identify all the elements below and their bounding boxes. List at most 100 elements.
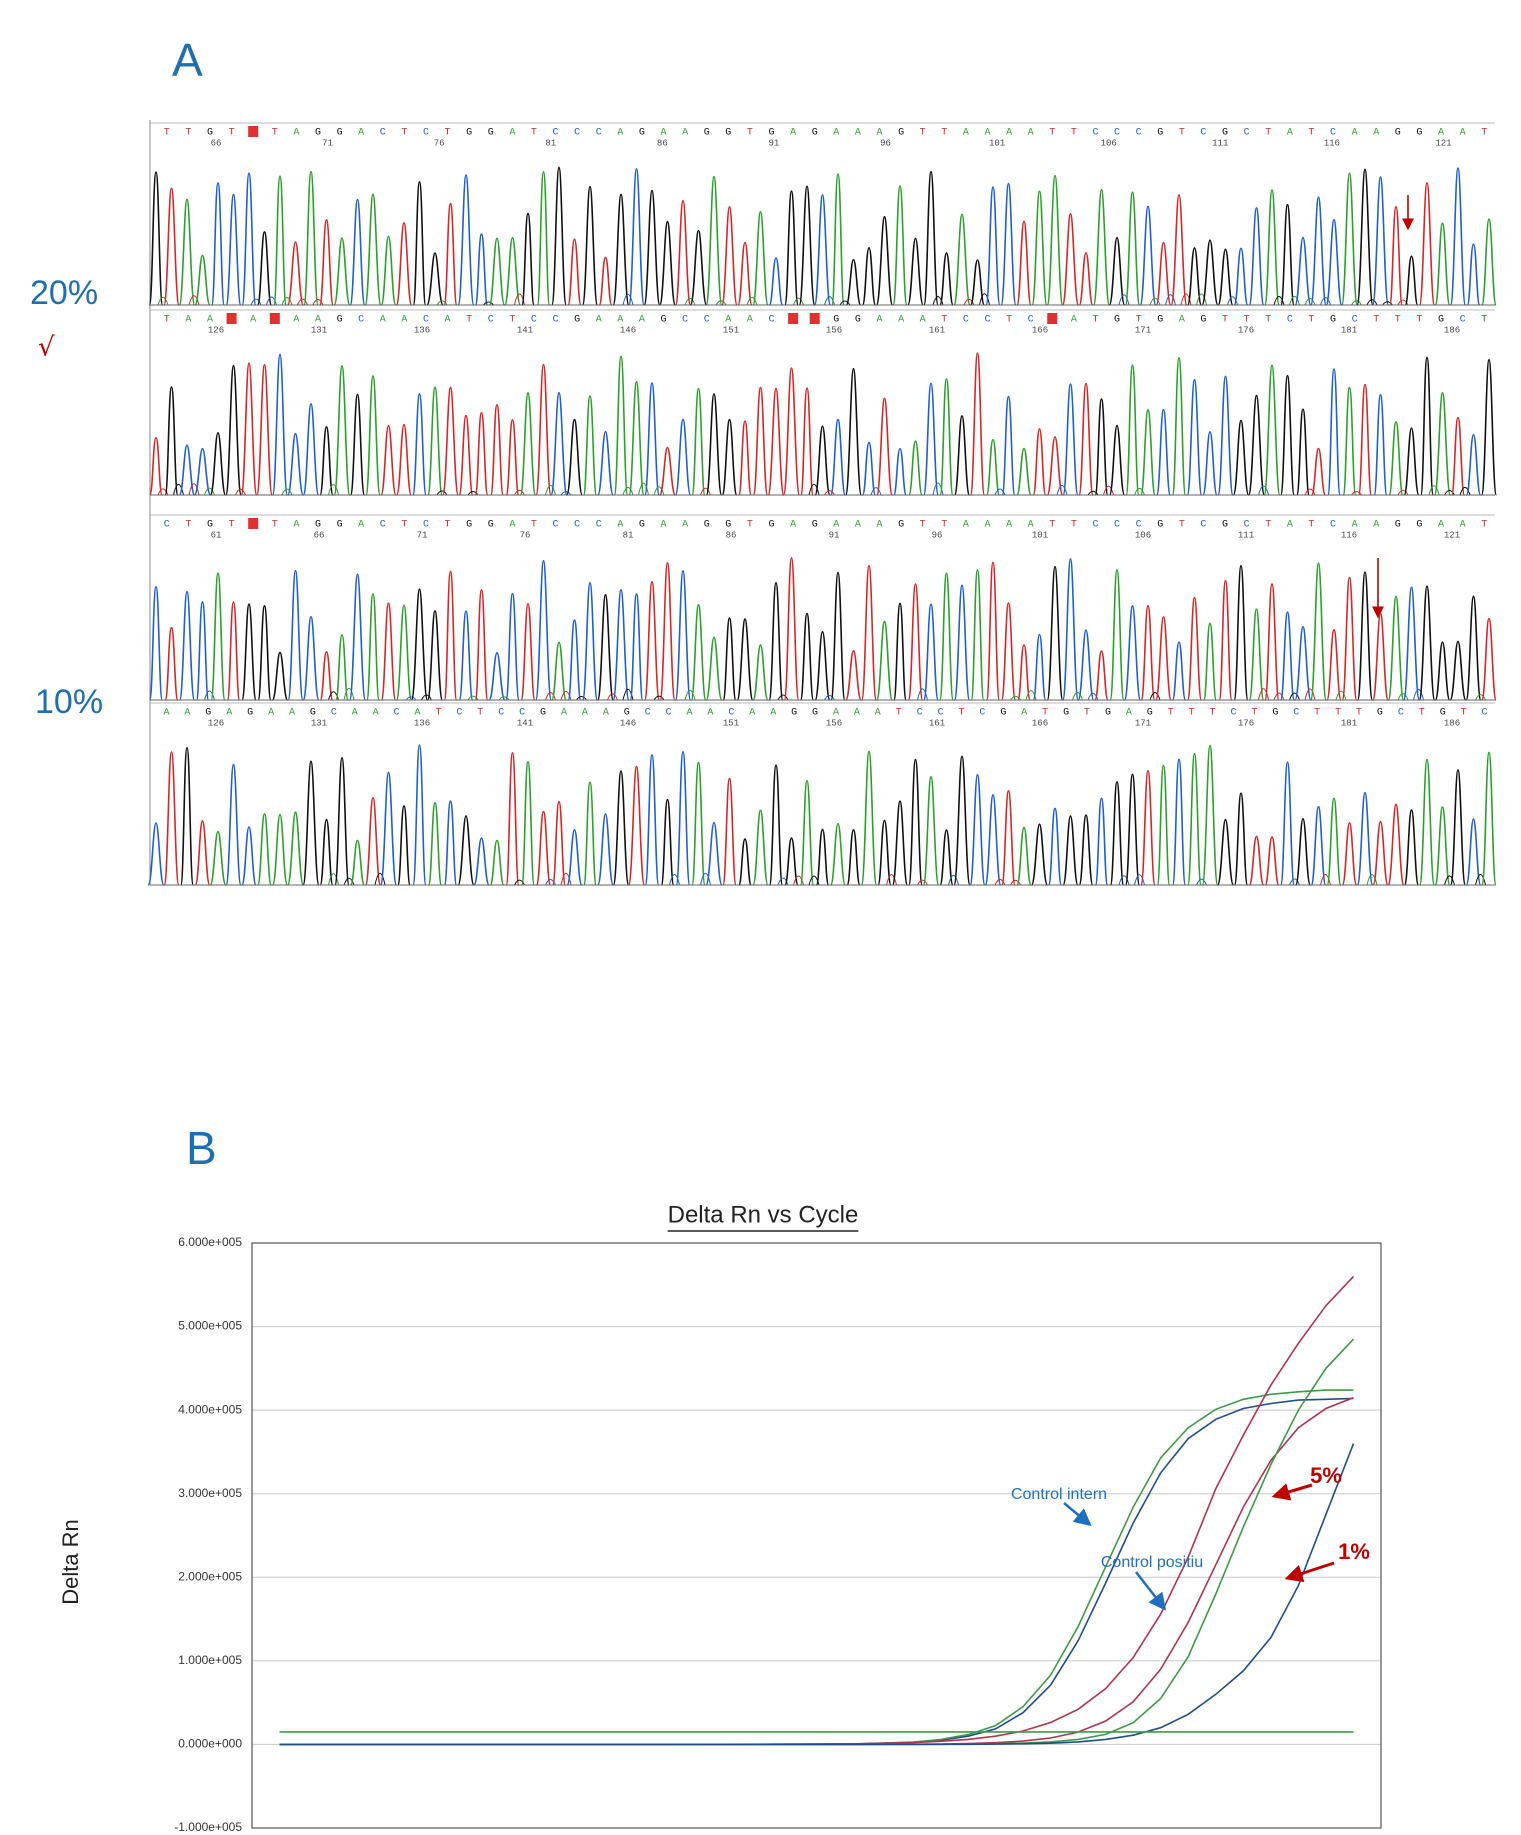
base: G (205, 708, 211, 719)
trace-peak (1249, 609, 1263, 700)
trace-peak (272, 652, 287, 700)
base: C (938, 708, 944, 719)
trace-peak (738, 243, 752, 305)
trace-peak (537, 812, 551, 885)
trace-peak (815, 195, 831, 305)
base: A (445, 315, 451, 326)
base: T (1222, 315, 1228, 326)
trace-peak (303, 761, 319, 885)
position: 126 (208, 325, 224, 335)
trace-peak (970, 775, 985, 885)
trace-peak (986, 187, 1000, 305)
trace-peak (909, 760, 922, 885)
trace-peak (1203, 432, 1217, 495)
base: T (1049, 128, 1055, 139)
base: A (1028, 520, 1034, 531)
base: T (435, 708, 441, 719)
base: A (876, 520, 882, 531)
trace-peak (706, 637, 722, 700)
base: A (561, 708, 567, 719)
trace-peak (877, 398, 892, 495)
base: C (456, 708, 462, 719)
trace-peak (1466, 819, 1480, 885)
base: A (509, 520, 515, 531)
base: C (1136, 128, 1142, 139)
trace-peak (676, 201, 691, 305)
base: A (289, 708, 295, 719)
plot: -1.000e+0050.000e+0001.000e+0052.000e+00… (174, 1235, 1381, 1834)
trace-peak (195, 255, 210, 305)
position: 66 (314, 530, 325, 540)
base: T (1308, 315, 1314, 326)
trace-peak (846, 651, 861, 700)
trace-peak (1140, 206, 1155, 305)
trace-peak (491, 405, 503, 495)
position: 181 (1341, 718, 1357, 728)
base: G (661, 315, 667, 326)
row-label: 10% (35, 683, 103, 721)
trace-peak (954, 214, 970, 305)
trace-peak (645, 582, 660, 700)
trace-peak (924, 172, 938, 305)
base: G (310, 708, 316, 719)
series-line (280, 1444, 1354, 1745)
trace-peak (1404, 428, 1418, 495)
base: A (687, 708, 693, 719)
trace-peak (1359, 385, 1372, 495)
base: C (498, 708, 504, 719)
trace-peak (987, 562, 1000, 700)
base: G (812, 708, 818, 719)
trace-peak (520, 393, 535, 495)
trace-peak (1218, 820, 1234, 885)
base: A (315, 315, 321, 326)
base: T (1049, 520, 1055, 531)
trace-peak (1095, 798, 1107, 885)
base: T (747, 520, 753, 531)
trace-peak (288, 812, 304, 885)
trace-peak (320, 652, 332, 700)
position: 166 (1032, 718, 1048, 728)
base: G (769, 128, 775, 139)
base: T (401, 520, 407, 531)
base: G (1147, 708, 1153, 719)
position: 136 (414, 718, 430, 728)
position: 81 (623, 530, 634, 540)
trace-peak (940, 253, 953, 305)
base: G (704, 128, 710, 139)
base: C (164, 520, 170, 531)
trace-peak (1265, 190, 1279, 305)
base: C (704, 315, 710, 326)
base: C (1092, 128, 1098, 139)
trace-peak (444, 801, 456, 885)
position: 111 (1212, 138, 1228, 148)
trace-peak (334, 366, 349, 495)
base: C (519, 708, 525, 719)
base: T (466, 315, 472, 326)
trace-peak (381, 603, 395, 700)
trace-peak (785, 191, 798, 305)
base: G (725, 128, 731, 139)
trace-peak (165, 387, 178, 495)
trace-peak (1249, 208, 1263, 305)
base: C (979, 708, 985, 719)
position: 131 (311, 718, 327, 728)
trace-peak (908, 238, 923, 305)
trace-noise (701, 488, 711, 495)
y-tick-label: 6.000e+005 (178, 1235, 242, 1249)
base: C (380, 520, 386, 531)
trace-peak (242, 827, 256, 885)
trace-peak (1233, 421, 1248, 495)
trace-peak (583, 583, 598, 700)
series-line (280, 1398, 1354, 1744)
trace-peak (1343, 387, 1356, 495)
base: T (445, 128, 451, 139)
position: 126 (208, 718, 224, 728)
trace-peak (629, 169, 644, 305)
annotation: Control positiu (1101, 1554, 1203, 1571)
base: A (1126, 708, 1132, 719)
base: A (358, 520, 364, 531)
base: A (833, 128, 839, 139)
trace-peak (148, 823, 164, 885)
trace-peak (1388, 597, 1403, 700)
